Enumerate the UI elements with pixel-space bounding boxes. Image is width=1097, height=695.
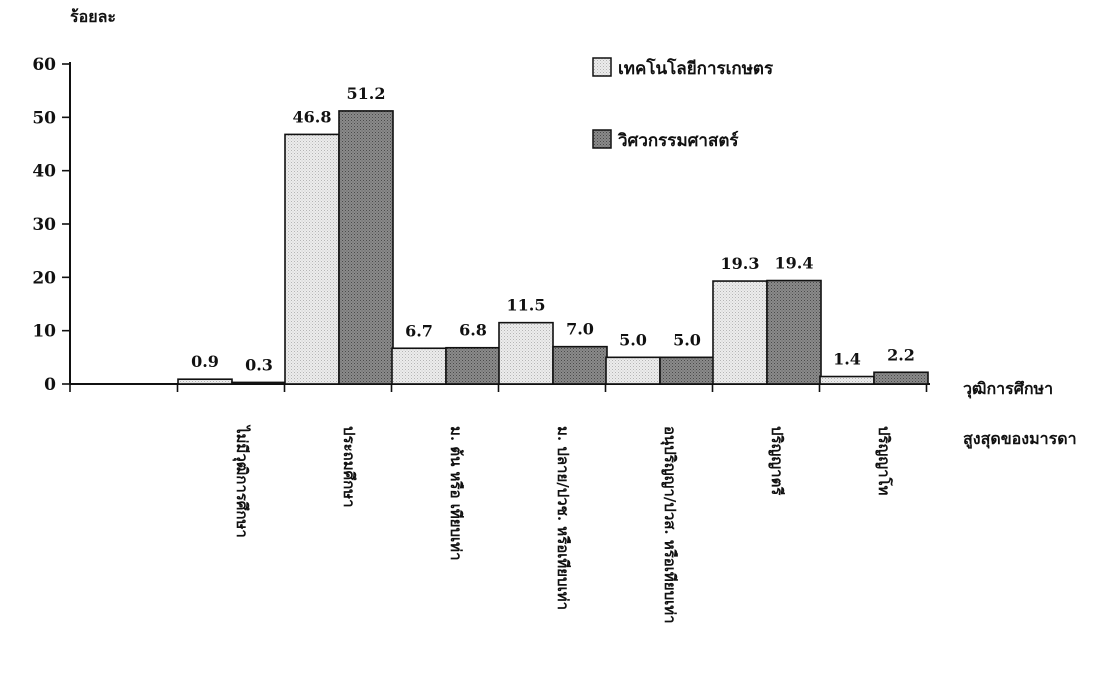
value-label: 7.0 [566,320,594,339]
x-axis-label-line-2: สูงสุดของมารดา [963,429,1077,450]
category-label: ม. ต้น หรือ เทียบเท่า [447,426,465,561]
category-label: ประถมศึกษา [340,426,358,508]
value-label: 2.2 [887,345,915,364]
y-axis-ticks: 0 10 20 30 40 50 60 [32,55,70,395]
bars [177,110,929,385]
value-label: 6.7 [405,321,433,340]
y-tick-label: 40 [32,162,56,182]
legend-label: วิศวกรรมศาสตร์ [618,130,740,151]
bar-agri-tech [284,133,340,385]
value-label: 51.2 [347,84,386,103]
value-label: 0.3 [245,355,273,374]
value-label: 19.4 [775,254,814,273]
bar-engineering [338,110,394,385]
value-label: 11.5 [507,296,546,315]
bar-agri-tech [498,321,554,385]
category-label: ม. ปลาย/ปวช. หรือเทียบเท่า [554,426,572,610]
y-tick-label: 20 [32,268,56,288]
bar-engineering [231,381,287,385]
value-label: 0.9 [191,352,219,371]
bar-engineering [659,356,715,385]
bar-engineering [766,279,822,385]
category-label: ปริญญาโท [875,426,894,496]
bar-agri-tech [177,378,233,385]
x-axis-label-line-1: วุฒิการศึกษา [963,379,1053,399]
bar-agri-tech [819,375,875,385]
category-label: ปริญญาตรี [768,426,786,496]
y-axis-label: ร้อยละ [70,7,116,26]
value-labels: 0.9 0.3 46.8 51.2 6.7 6.8 11.5 7.0 5.0 5.0 19.3 19.… [191,84,915,374]
value-label: 6.8 [459,321,487,340]
y-tick-label: 0 [44,375,56,395]
legend-swatch-agri-tech [592,57,612,77]
y-tick-label: 50 [32,108,56,128]
bar-agri-tech [391,347,447,385]
bar-agri-tech [712,280,768,385]
category-labels: ไม่มีวุฒิการศึกษา ประถมศึกษา ม. ต้น หรือ เ… [232,424,894,624]
bar-engineering [552,345,608,385]
bar-engineering [873,371,929,385]
legend-label: เทคโนโลยีการเกษตร [618,58,774,79]
category-label: อนุปริญญา/ปวส. หรือเทียบเท่า [660,426,679,624]
bar-engineering [445,346,501,385]
y-tick-label: 10 [32,322,56,342]
value-label: 46.8 [293,107,332,126]
category-label: ไม่มีวุฒิการศึกษา [232,424,252,538]
y-tick-label: 60 [32,55,56,75]
bar-agri-tech [605,356,661,385]
y-tick-label: 30 [32,215,56,235]
value-label: 5.0 [673,330,701,349]
legend-swatch-engineering [592,129,612,149]
value-label: 19.3 [721,254,760,273]
value-label: 5.0 [619,330,647,349]
value-label: 1.4 [833,350,861,369]
